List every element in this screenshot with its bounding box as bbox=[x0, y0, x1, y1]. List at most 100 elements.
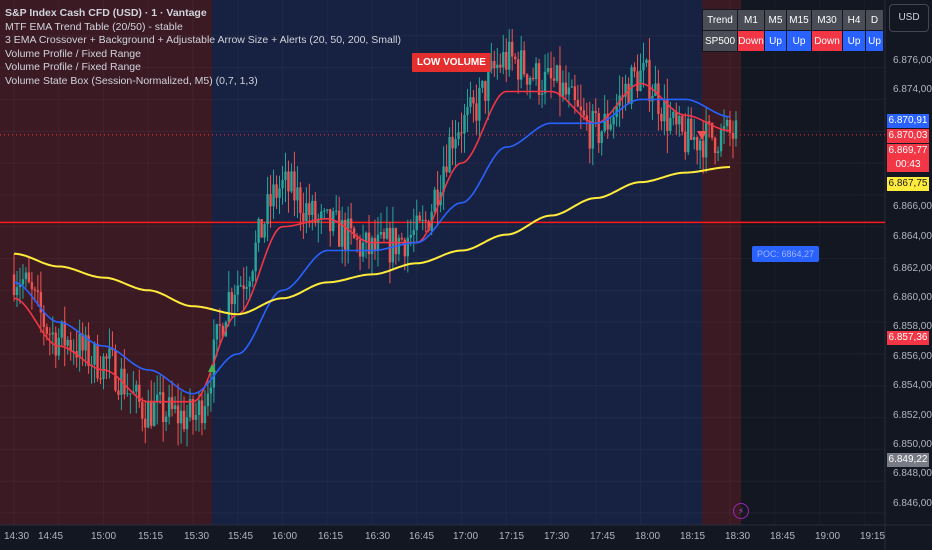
candle-body bbox=[558, 65, 562, 97]
candle-body bbox=[153, 402, 156, 426]
candle-body bbox=[481, 81, 484, 88]
candle-body bbox=[18, 284, 22, 288]
candle-body bbox=[33, 289, 37, 291]
trend-cell-d: Up bbox=[865, 30, 884, 52]
candle-body bbox=[358, 239, 362, 257]
ema200-price-tag: 6.867,75 bbox=[887, 177, 929, 191]
trend-table-header: M30 bbox=[811, 9, 843, 31]
candle-body bbox=[499, 64, 502, 68]
trend-cell-h4: Up bbox=[842, 30, 866, 52]
candle-body bbox=[138, 384, 141, 402]
candle-body bbox=[251, 271, 254, 282]
candle-body bbox=[573, 86, 577, 101]
candle-body bbox=[466, 106, 469, 116]
candle-body bbox=[343, 219, 347, 251]
candle-body bbox=[713, 137, 717, 153]
legend-title[interactable]: S&P Index Cash CFD (USD) · 1 · Vantage bbox=[5, 7, 207, 19]
candle-body bbox=[12, 274, 16, 296]
candle-body bbox=[382, 232, 386, 239]
candle-body bbox=[636, 71, 639, 92]
candle-body bbox=[415, 215, 418, 231]
candle-body bbox=[585, 115, 588, 121]
candle-body bbox=[203, 406, 207, 424]
trend-table-header-row: Trend M1 M5 M15 M30 H4 D bbox=[702, 9, 884, 31]
candle-body bbox=[561, 82, 565, 97]
legend-indicator-2[interactable]: 3 EMA Crossover + Background + Adjustabl… bbox=[5, 34, 401, 47]
candle-body bbox=[24, 272, 28, 280]
candle-body bbox=[508, 41, 511, 70]
candle-body bbox=[591, 110, 594, 149]
candle-body bbox=[427, 221, 430, 231]
time-tick: 14:45 bbox=[38, 531, 64, 542]
candle-body bbox=[147, 400, 150, 428]
trend-table-symbol: SP500 bbox=[702, 30, 738, 52]
time-tick: 18:30 bbox=[725, 531, 751, 542]
legend-indicator-3[interactable]: Volume Profile / Fixed Range bbox=[5, 47, 141, 60]
candle-body bbox=[84, 335, 87, 351]
candle-body bbox=[687, 118, 690, 153]
candle-body bbox=[681, 116, 684, 132]
candle-body bbox=[332, 211, 335, 232]
candle-body bbox=[621, 95, 624, 97]
candle-body bbox=[302, 213, 305, 222]
candle-body bbox=[326, 209, 329, 211]
candle-body bbox=[418, 215, 421, 221]
candle-body bbox=[546, 68, 550, 72]
candle-body bbox=[335, 210, 338, 212]
candle-body bbox=[370, 237, 374, 255]
trend-table-header: M15 bbox=[786, 9, 812, 31]
trend-table: Trend M1 M5 M15 M30 H4 D SP500 Down Up U… bbox=[702, 9, 884, 52]
candle-body bbox=[311, 200, 314, 216]
legend-indicator-4[interactable]: Volume Profile / Fixed Range bbox=[5, 61, 141, 74]
session-low-tag: 6.849,22 bbox=[887, 453, 929, 467]
candle-body bbox=[576, 100, 580, 107]
price-tick: 6.850,00 bbox=[893, 439, 932, 450]
candle-body bbox=[588, 120, 591, 149]
candle-body bbox=[505, 52, 508, 70]
candle-body bbox=[403, 239, 407, 257]
candle-body bbox=[716, 151, 720, 153]
candle-body bbox=[260, 218, 263, 238]
candle-body bbox=[227, 292, 230, 323]
candle-body bbox=[287, 171, 290, 192]
legend-indicator-1[interactable]: MTF EMA Trend Table (20/50) - stable bbox=[5, 20, 183, 33]
candle-body bbox=[337, 210, 341, 247]
candle-body bbox=[522, 50, 526, 75]
candle-body bbox=[693, 137, 696, 140]
price-tick: 6.860,00 bbox=[893, 292, 932, 303]
candle-body bbox=[528, 77, 532, 85]
time-tick: 14:30 bbox=[4, 531, 30, 542]
candle-body bbox=[185, 417, 189, 430]
candle-body bbox=[60, 321, 63, 338]
poc-label: POC: 6864,27 bbox=[752, 246, 820, 262]
candle-body bbox=[511, 41, 514, 57]
price-tick: 6.856,00 bbox=[893, 351, 932, 362]
candle-body bbox=[678, 116, 681, 125]
candle-body bbox=[218, 324, 222, 326]
candle-body bbox=[666, 99, 669, 131]
candle-body bbox=[42, 312, 46, 327]
candle-body bbox=[698, 140, 702, 151]
lightning-icon[interactable]: ⚡ bbox=[733, 503, 749, 519]
legend-indicator-5[interactable]: Volume State Box (Session-Normalized, M5… bbox=[5, 74, 258, 87]
low-volume-badge: LOW VOLUME bbox=[412, 53, 491, 72]
candle-body bbox=[176, 405, 180, 424]
candle-body bbox=[543, 71, 547, 94]
candle-body bbox=[108, 348, 111, 359]
candle-body bbox=[117, 390, 120, 395]
candle-body bbox=[30, 282, 34, 290]
candle-body bbox=[317, 218, 320, 223]
candle-body bbox=[600, 131, 603, 144]
candle-body bbox=[81, 333, 84, 351]
candle-body bbox=[424, 219, 427, 222]
candle-body bbox=[496, 64, 499, 69]
candle-body bbox=[612, 117, 615, 125]
candle-body bbox=[454, 139, 457, 149]
time-tick: 17:45 bbox=[590, 531, 616, 542]
candle-body bbox=[230, 292, 233, 305]
price-tick: 6.848,00 bbox=[893, 468, 932, 479]
candle-body bbox=[391, 228, 395, 263]
currency-button[interactable]: USD bbox=[889, 4, 929, 32]
candle-body bbox=[170, 397, 174, 409]
